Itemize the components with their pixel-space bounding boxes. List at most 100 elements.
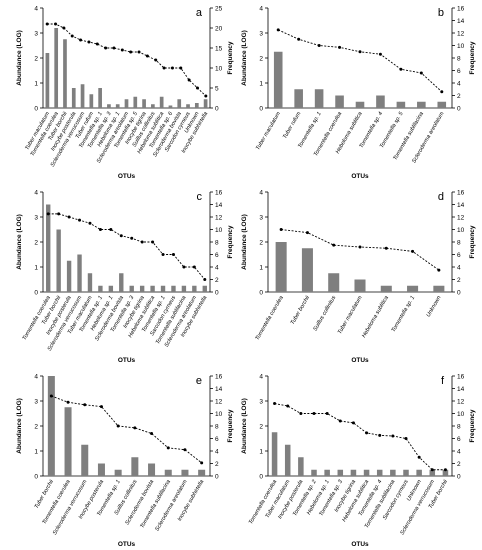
bar — [403, 469, 409, 476]
bar — [181, 469, 189, 476]
bar — [416, 469, 422, 476]
y-axis-title: Abundance (LOG) — [241, 214, 248, 270]
x-axis-title: OTUs — [351, 541, 369, 548]
left-tick-label: 3 — [259, 31, 263, 38]
bar — [186, 104, 190, 108]
bar — [335, 95, 344, 108]
frequency-point — [443, 468, 447, 472]
frequency-point — [46, 212, 50, 216]
frequency-point — [70, 34, 74, 38]
bar — [47, 376, 55, 476]
frequency-point — [203, 278, 207, 281]
left-tick-label: 0 — [259, 106, 263, 113]
frequency-point — [276, 28, 280, 32]
bar — [442, 469, 449, 476]
right-tick-label: 16 — [457, 6, 465, 13]
bar — [108, 285, 114, 292]
bar — [311, 469, 317, 476]
bar — [298, 457, 304, 476]
bar — [284, 444, 291, 476]
frequency-point — [88, 221, 92, 225]
frequency-point — [419, 71, 423, 75]
bar — [148, 463, 156, 476]
bar — [192, 285, 197, 292]
right-tick-label: 6 — [457, 68, 461, 75]
x-axis-title: OTUs — [118, 173, 136, 180]
right-tick-label: 12 — [215, 399, 223, 406]
left-tick-label: 1 — [34, 81, 38, 88]
bar — [301, 248, 313, 292]
category-label: Tuber maculatum — [337, 295, 364, 336]
bar — [181, 285, 187, 292]
right-tick-label: 8 — [457, 56, 461, 63]
frequency-point — [119, 234, 123, 238]
right-tick-label: 14 — [215, 202, 223, 209]
category-label: Sclerodermа areolatum — [154, 479, 188, 533]
bar — [314, 89, 324, 108]
y2-axis-title: Frequency — [469, 225, 476, 258]
right-tick-label: 16 — [215, 374, 223, 381]
frequency-point — [162, 66, 166, 70]
left-tick-label: 0 — [34, 290, 38, 297]
left-tick-label: 0 — [259, 290, 263, 297]
right-tick-label: 0 — [215, 290, 219, 297]
right-tick-label: 2 — [215, 461, 219, 468]
bar — [80, 84, 85, 108]
bar — [71, 88, 76, 108]
bar — [115, 104, 120, 108]
bar — [54, 28, 59, 108]
left-tick-label: 4 — [34, 190, 38, 197]
frequency-point — [299, 412, 303, 415]
frequency-point — [286, 404, 290, 408]
bar — [198, 469, 206, 476]
right-tick-label: 16 — [457, 190, 465, 197]
frequency-point — [182, 265, 186, 269]
left-tick-label: 4 — [259, 6, 263, 13]
frequency-point — [378, 433, 382, 437]
left-tick-label: 0 — [34, 106, 38, 113]
frequency-point — [312, 412, 316, 415]
frequency-point — [351, 421, 355, 425]
bar — [107, 104, 111, 108]
right-tick-label: 0 — [457, 290, 461, 297]
right-tick-label: 12 — [215, 215, 223, 222]
bar — [45, 53, 50, 108]
panel-label: e — [196, 375, 202, 387]
bar — [417, 101, 426, 108]
frequency-line — [47, 23, 207, 97]
left-tick-label: 0 — [34, 474, 38, 481]
frequency-point — [150, 432, 154, 435]
bar — [98, 285, 103, 292]
bar — [376, 95, 385, 108]
right-tick-label: 0 — [215, 106, 219, 113]
frequency-point — [145, 54, 149, 58]
category-label: Suillus collinitus — [313, 295, 338, 332]
left-tick-label: 2 — [259, 240, 263, 247]
category-label: Tomentella sp. 1 — [391, 295, 417, 333]
bar — [66, 260, 72, 292]
category-label: Tomentella coerulea — [255, 295, 285, 341]
right-tick-label: 10 — [457, 411, 465, 418]
bar — [142, 99, 146, 108]
right-tick-label: 8 — [457, 424, 461, 431]
right-tick-label: 8 — [215, 424, 219, 431]
frequency-point — [166, 446, 170, 450]
frequency-point — [411, 249, 415, 253]
frequency-point — [79, 38, 83, 42]
left-tick-label: 2 — [34, 424, 38, 431]
right-tick-label: 12 — [457, 31, 465, 38]
frequency-point — [332, 243, 336, 247]
left-tick-label: 4 — [34, 374, 38, 381]
frequency-point — [161, 253, 165, 256]
bar — [294, 89, 303, 108]
y2-axis-title: Frequency — [469, 41, 476, 74]
right-tick-label: 6 — [215, 252, 219, 259]
bar — [81, 444, 89, 476]
frequency-point — [200, 461, 204, 465]
left-tick-label: 2 — [259, 56, 263, 63]
bar — [160, 285, 166, 292]
category-label: Hebeloma sublitica — [361, 295, 390, 339]
